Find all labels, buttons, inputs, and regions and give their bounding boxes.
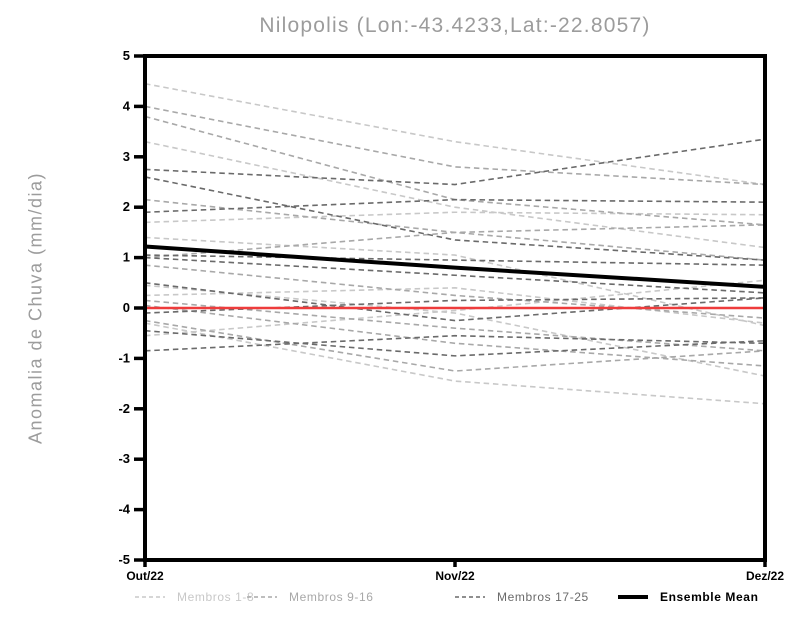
y-tick-label: 3 [123,149,130,164]
member-line [144,82,766,186]
member-line [144,279,766,337]
y-tick-label: -3 [118,451,130,466]
legend-item: Membros 9-16 [247,589,374,605]
member-line [144,198,766,214]
member-line [144,304,766,367]
legend-item: Membros 1-8 [135,589,254,605]
y-tick-label: 2 [123,199,130,214]
legend-line-swatch [618,595,648,599]
legend-item: Ensemble Mean [618,589,759,605]
member-line [144,176,766,261]
member-line [144,105,766,186]
legend-line-swatch [247,596,277,598]
member-line [144,329,766,357]
member-line [144,287,766,324]
member-line [144,211,766,224]
legend-label: Membros 1-8 [177,590,255,604]
legend-label: Membros 17-25 [497,590,589,604]
y-tick-label: 1 [123,250,130,265]
x-tick-label: Dez/22 [746,569,784,583]
legend-item: Membros 17-25 [455,589,589,605]
legend-line-swatch [135,596,165,598]
member-line [144,264,766,319]
legend-label: Membros 9-16 [289,590,374,604]
legend: Membros 1-8 Membros 9-16 Membros 17-25 Ense… [0,589,800,609]
y-tick-label: -5 [118,552,130,567]
legend-line-swatch [455,596,485,598]
y-tick-label: -1 [118,350,130,365]
member-line [144,284,766,377]
member-line [144,282,766,322]
ensemble-mean-line [144,244,766,289]
y-tick-label: -4 [118,502,130,517]
member-line [144,254,766,266]
y-tick-label: 0 [123,300,130,315]
y-tick-label: -2 [118,401,130,416]
member-line [144,319,766,372]
member-line [144,299,766,352]
member-line [144,224,766,259]
member-line [144,322,766,405]
member-line [144,138,766,186]
member-line [144,236,766,327]
member-line [144,256,766,294]
y-tick-label: 5 [123,48,130,63]
x-tick-label: Out/22 [126,569,164,583]
member-line [144,140,766,249]
legend-label: Ensemble Mean [660,590,759,604]
x-tick-label: Nov/22 [435,569,475,583]
y-tick-label: 4 [123,98,131,113]
member-line [144,334,766,352]
chart-title: Nilopolis (Lon:-43.4233,Lat:-22.8057) [259,14,651,37]
